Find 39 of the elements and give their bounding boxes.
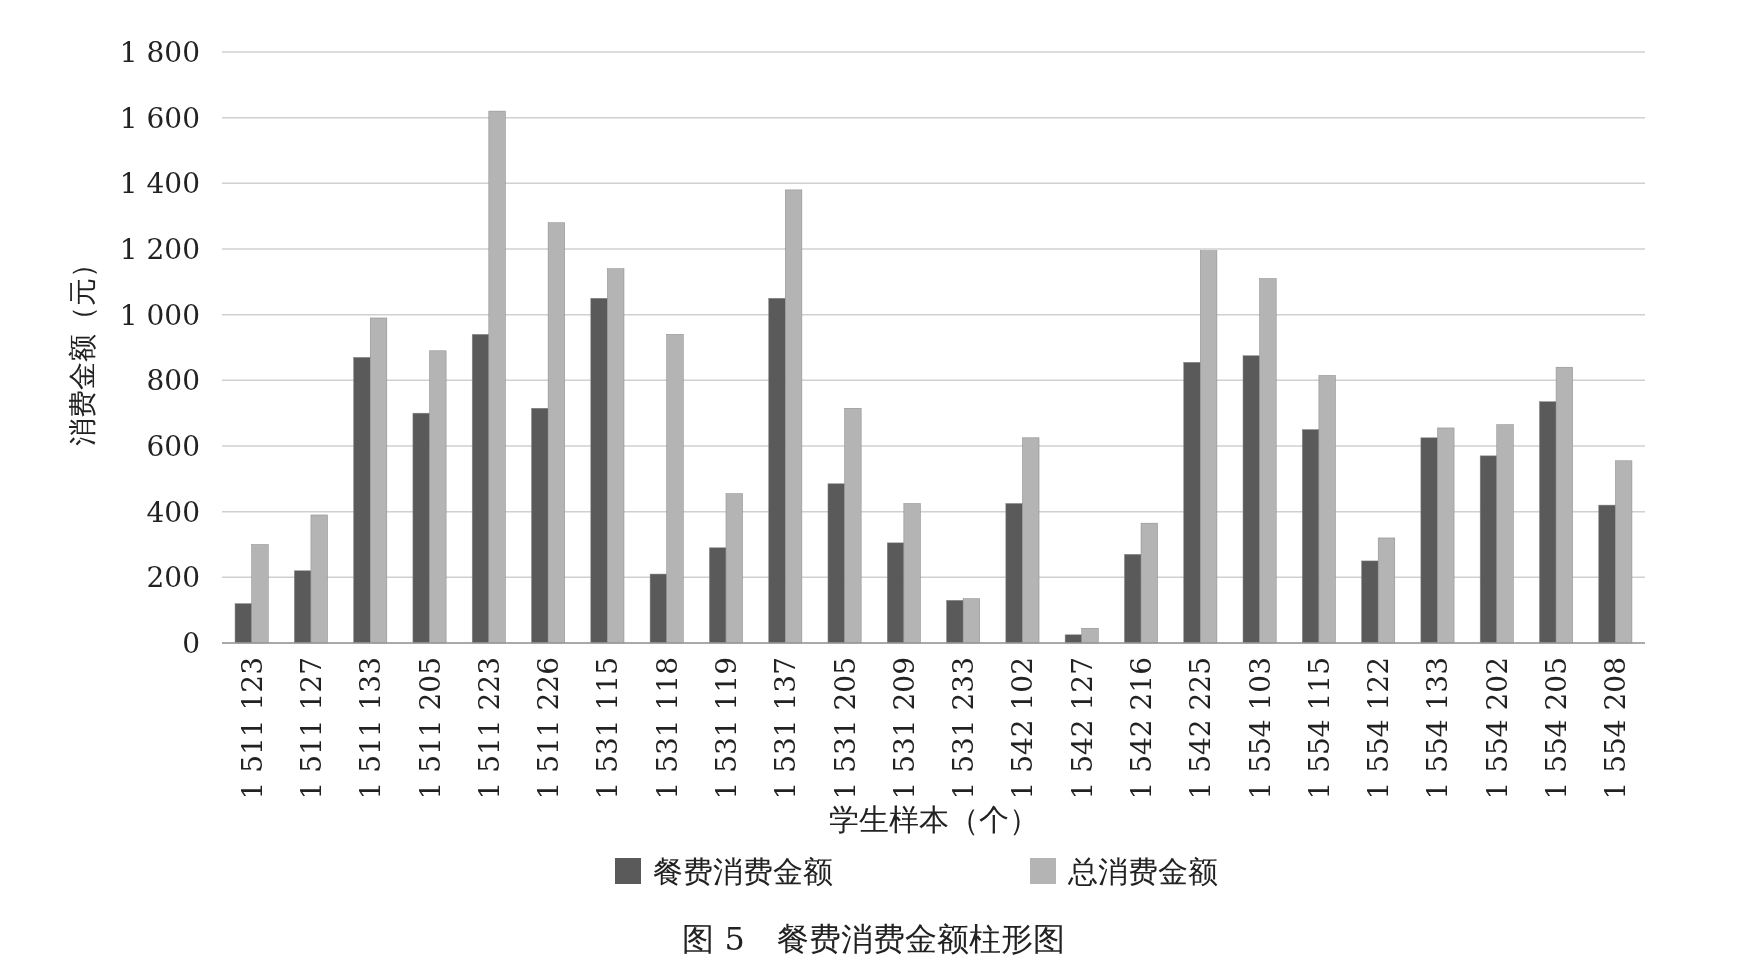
y-tick-label: 1 200: [119, 233, 200, 266]
legend-label: 餐费消费金额: [653, 854, 833, 889]
y-tick-label: 400: [146, 495, 200, 529]
legend-label: 总消费金额: [1067, 854, 1218, 889]
y-tick-label: 1 600: [119, 101, 200, 135]
y-axis-title: 消费金额（元）: [66, 249, 99, 446]
x-tick-label: 1 511 226: [532, 657, 566, 800]
x-tick-label: 1 531 137: [769, 657, 803, 800]
y-tick-label: 1 800: [119, 36, 200, 69]
x-tick-label: 1 511 223: [472, 657, 506, 800]
y-tick-label: 1 000: [119, 298, 200, 332]
x-tick-label: 1 542 225: [1184, 657, 1218, 800]
x-tick-label: 1 554 115: [1302, 657, 1336, 800]
x-tick-label: 1 531 205: [828, 657, 862, 800]
x-tick-label: 1 554 202: [1480, 657, 1514, 800]
x-tick-label: 1 511 123: [235, 657, 269, 800]
x-tick-label: 1 531 209: [887, 657, 921, 800]
text: 图 5 餐费消费金额柱形图: [682, 920, 1065, 958]
y-tick-label: 600: [146, 430, 200, 463]
x-tick-label: 1 554 208: [1599, 657, 1633, 800]
x-tick-label: 1 511 127: [294, 657, 328, 800]
x-tick-label: 1 531 233: [947, 657, 981, 800]
x-tick-label: 1 531 119: [709, 657, 743, 800]
y-tick-label: 1 400: [119, 167, 200, 201]
x-tick-label: 1 554 122: [1362, 657, 1396, 800]
x-tick-label: 1 554 103: [1243, 657, 1277, 800]
y-tick-label: 200: [146, 561, 200, 595]
x-tick-label: 1 511 205: [413, 657, 447, 800]
y-tick-label: 800: [146, 364, 200, 398]
x-tick-label: 1 542 127: [1065, 657, 1099, 800]
x-axis-title: 学生样本（个）: [828, 802, 1039, 837]
x-tick-label: 1 554 205: [1540, 657, 1574, 800]
x-tick-label: 1 542 216: [1125, 657, 1159, 800]
x-tick-label: 1 554 133: [1421, 657, 1455, 800]
x-tick-label: 1 531 115: [591, 657, 625, 800]
x-tick-label: 1 531 118: [650, 657, 684, 800]
x-tick-label: 1 542 102: [1006, 657, 1040, 800]
y-tick-label: 0: [182, 627, 200, 660]
x-tick-label: 1 511 133: [354, 657, 388, 800]
